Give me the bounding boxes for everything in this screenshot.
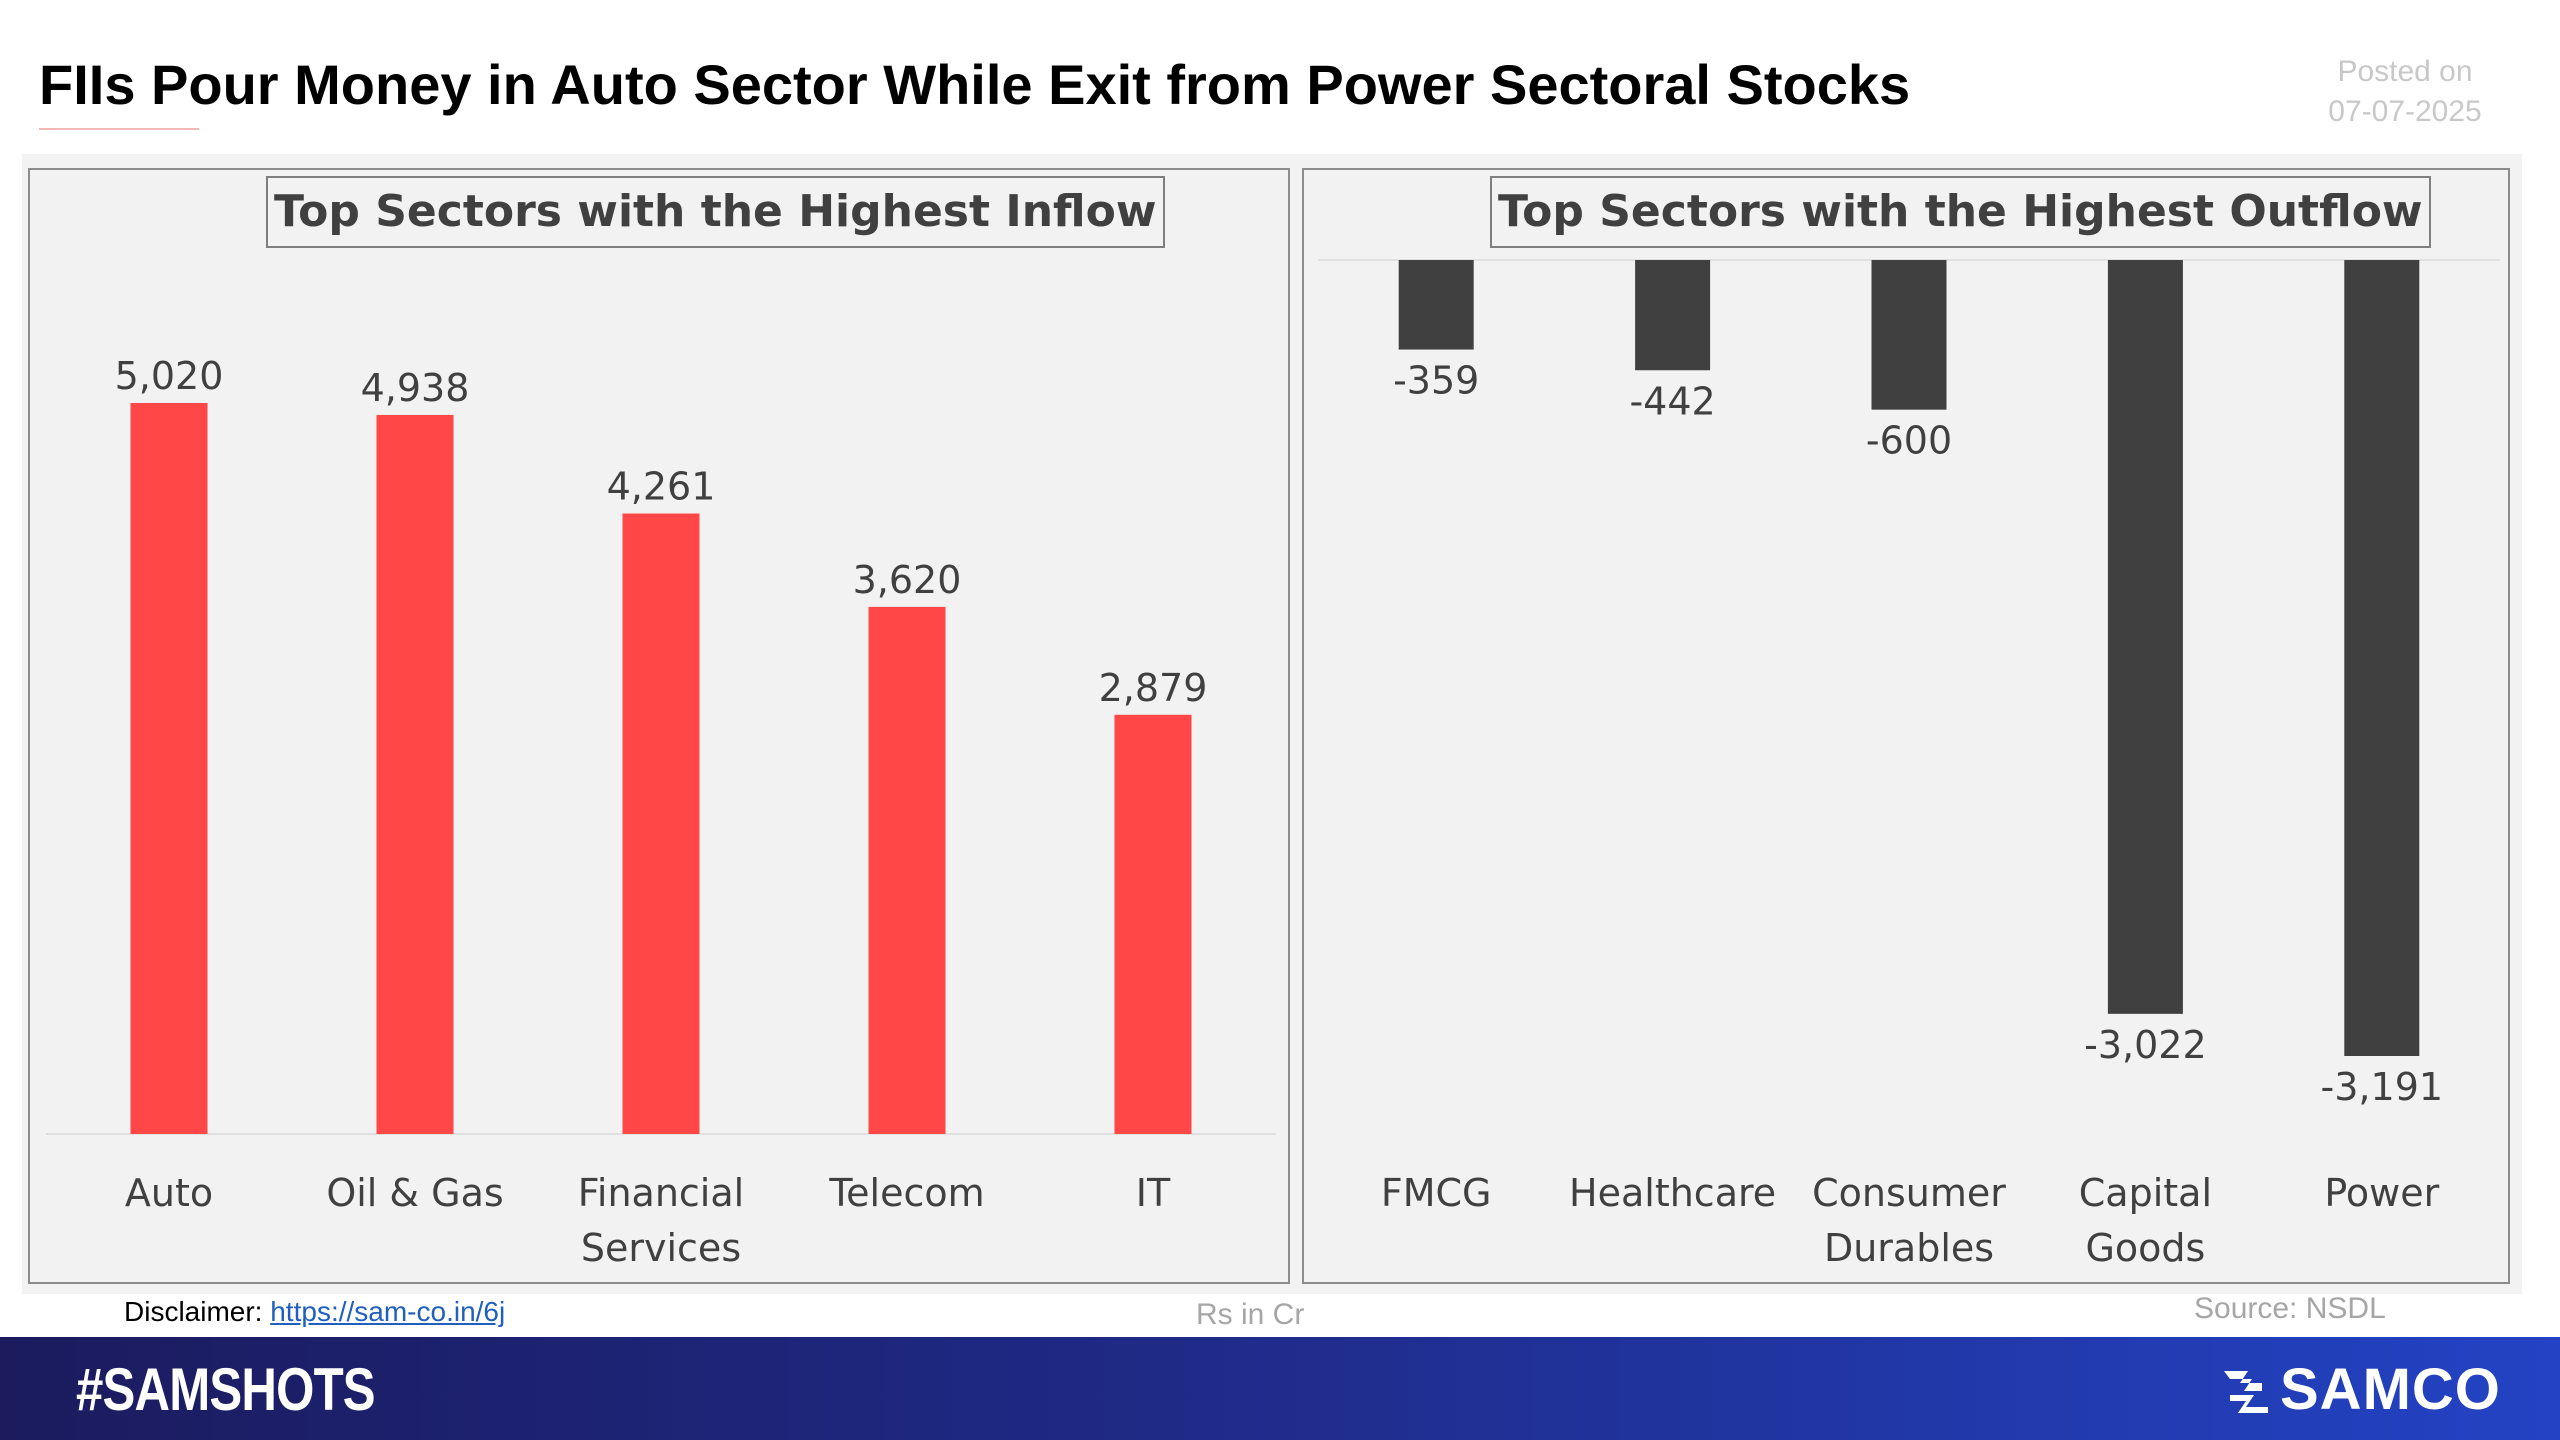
category-label: Telecom	[828, 1171, 984, 1215]
category-label: Consumer	[1812, 1171, 2006, 1215]
data-label: -3,022	[2084, 1023, 2207, 1067]
posted-label: Posted on	[2337, 55, 2473, 88]
bar-power	[2344, 260, 2420, 1056]
posted-info: Posted on 07-07-2025	[2300, 52, 2510, 132]
category-label: Financial	[578, 1171, 744, 1215]
page-title: FIIs Pour Money in Auto Sector While Exi…	[39, 53, 1911, 116]
brand-logo: SAMCO	[2218, 1357, 2501, 1422]
source-note: Source: NSDL	[2194, 1292, 2386, 1325]
category-label: Services	[581, 1226, 741, 1270]
disclaimer-link[interactable]: https://sam-co.in/6j	[270, 1296, 506, 1327]
data-label: -359	[1393, 359, 1479, 403]
bar-capital-goods	[2107, 260, 2183, 1014]
data-label: -3,191	[2321, 1065, 2444, 1109]
inflow-chart-title: Top Sectors with the Highest Inflow	[266, 176, 1165, 248]
units-note: Rs in Cr	[1196, 1298, 1305, 1331]
category-label: Oil & Gas	[326, 1171, 503, 1215]
hashtag-label: #SAMSHOTS	[76, 1356, 376, 1423]
bar-it	[1114, 714, 1192, 1134]
data-label: 2,879	[1099, 666, 1208, 710]
title-underline	[39, 128, 199, 130]
bar-consumer-durables	[1871, 260, 1947, 410]
footer-banner: #SAMSHOTS SAMCO	[0, 1337, 2560, 1440]
category-label: IT	[1136, 1171, 1171, 1215]
data-label: -600	[1866, 419, 1952, 463]
bar-healthcare	[1635, 260, 1711, 371]
category-label: Power	[2324, 1171, 2439, 1215]
posted-date: 07-07-2025	[2328, 95, 2482, 128]
bar-financial-services	[622, 513, 700, 1134]
bar-fmcg	[1398, 260, 1474, 350]
disclaimer-label: Disclaimer:	[124, 1296, 271, 1327]
data-label: 4,261	[607, 465, 716, 509]
inflow-chart-panel: 5,020 Auto 4,938 Oil & Gas 4,261 Financial Ser…	[28, 168, 1290, 1284]
bar-auto	[130, 403, 208, 1134]
data-label: -442	[1629, 379, 1715, 423]
data-label: 5,020	[115, 354, 224, 398]
brand-name: SAMCO	[2280, 1356, 2501, 1422]
data-label: 4,938	[361, 366, 470, 410]
inflow-chart: 5,020 Auto 4,938 Oil & Gas 4,261 Financial Ser…	[46, 354, 1276, 1270]
category-label: Healthcare	[1569, 1171, 1776, 1215]
category-label: Durables	[1824, 1226, 1994, 1270]
samco-logo-icon	[2224, 1371, 2268, 1413]
category-label: Capital	[2079, 1171, 2212, 1215]
bar-telecom	[868, 606, 946, 1134]
bar-oil-gas	[376, 414, 454, 1134]
outflow-chart-panel: -359 FMCG -442 Healthcare -600 Consumer Durabl…	[1302, 168, 2510, 1284]
data-label: 3,620	[853, 558, 962, 602]
outflow-chart: -359 FMCG -442 Healthcare -600 Consumer Durabl…	[1318, 259, 2500, 1270]
outflow-chart-title: Top Sectors with the Highest Outflow	[1490, 176, 2431, 248]
category-label: Goods	[2085, 1226, 2205, 1270]
category-label: Auto	[125, 1171, 213, 1215]
category-label: FMCG	[1381, 1171, 1492, 1215]
disclaimer: Disclaimer: https://sam-co.in/6j	[124, 1296, 505, 1328]
